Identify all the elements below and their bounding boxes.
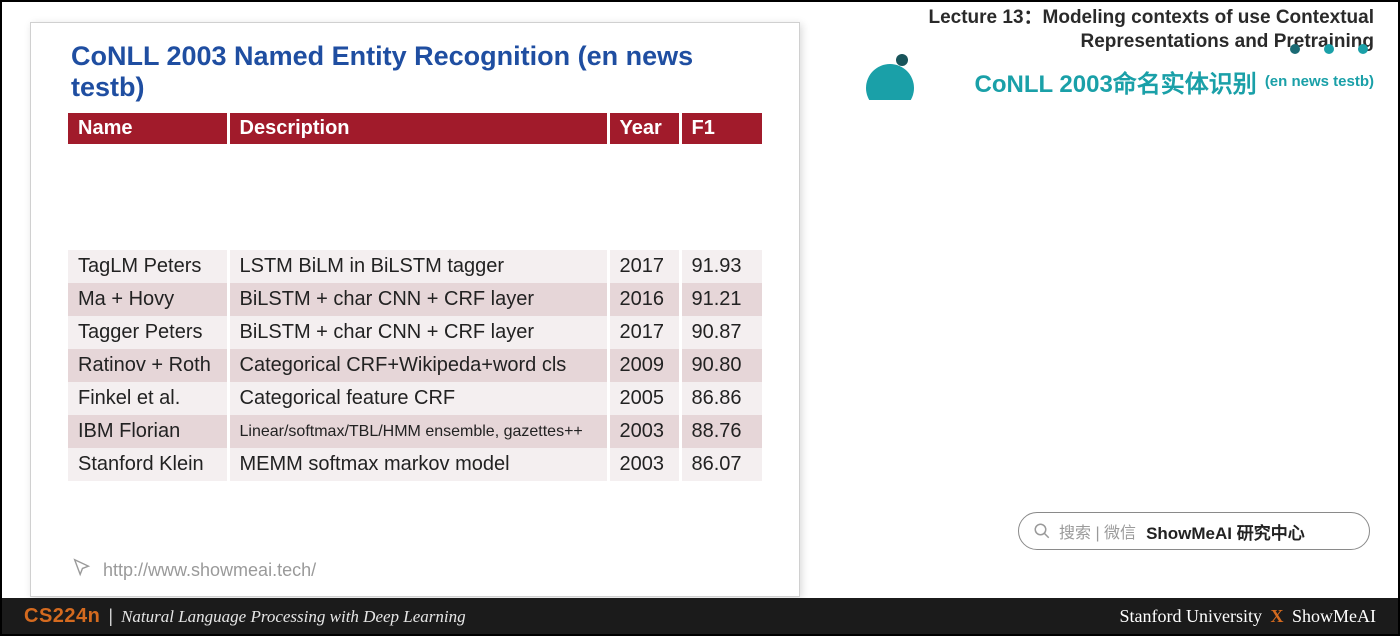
- col-desc: Description: [228, 113, 608, 144]
- cell-year: 2005: [608, 382, 680, 415]
- deco-small-circle: [896, 54, 908, 66]
- dot-icon: [1290, 44, 1300, 54]
- org-a: Stanford University: [1120, 606, 1262, 626]
- cell-name: Ma + Hovy: [68, 283, 228, 316]
- ner-table: Name Description Year F1 TagLM PetersLST…: [68, 113, 762, 481]
- table-row: Ratinov + RothCategorical CRF+Wikipeda+w…: [68, 349, 762, 382]
- cell-name: Stanford Klein: [68, 448, 228, 481]
- col-name: Name: [68, 113, 228, 144]
- dot-icon: [1324, 44, 1334, 54]
- footer-url: http://www.showmeai.tech/: [103, 560, 316, 581]
- table-gap-row: [68, 144, 762, 250]
- dot-icon: [1358, 44, 1368, 54]
- header-dots: [1290, 44, 1368, 54]
- bottom-bar: CS224n | Natural Language Processing wit…: [2, 598, 1398, 634]
- search-bold: ShowMeAI 研究中心: [1146, 519, 1305, 544]
- cell-desc: BiLSTM + char CNN + CRF layer: [228, 316, 608, 349]
- table-row: Finkel et al.Categorical feature CRF2005…: [68, 382, 762, 415]
- cell-f1: 91.21: [680, 283, 762, 316]
- cell-name: Ratinov + Roth: [68, 349, 228, 382]
- cell-desc: LSTM BiLM in BiLSTM tagger: [228, 250, 608, 283]
- table-row: Tagger PetersBiLSTM + char CNN + CRF lay…: [68, 316, 762, 349]
- cell-year: 2003: [608, 415, 680, 448]
- cell-f1: 90.87: [680, 316, 762, 349]
- cell-desc: MEMM softmax markov model: [228, 448, 608, 481]
- table-row: Ma + HovyBiLSTM + char CNN + CRF layer20…: [68, 283, 762, 316]
- search-prefix: 搜索 | 微信: [1059, 519, 1136, 543]
- cell-year: 2016: [608, 283, 680, 316]
- cell-f1: 86.86: [680, 382, 762, 415]
- cell-f1: 88.76: [680, 415, 762, 448]
- slide-title: CoNLL 2003 Named Entity Recognition (en …: [31, 41, 799, 113]
- table-row: Stanford KleinMEMM softmax markov model2…: [68, 448, 762, 481]
- cell-name: IBM Florian: [68, 415, 228, 448]
- cursor-icon: [71, 557, 93, 584]
- cell-desc: BiLSTM + char CNN + CRF layer: [228, 283, 608, 316]
- main-area: CoNLL 2003 Named Entity Recognition (en …: [2, 2, 1398, 598]
- cell-name: Finkel et al.: [68, 382, 228, 415]
- lecture-subtitle: CoNLL 2003命名实体识别 (en news testb): [844, 64, 1374, 99]
- lecture-line-1: Lecture 13：Modeling contexts of use Cont…: [844, 6, 1374, 30]
- search-pill[interactable]: 搜索 | 微信 ShowMeAI 研究中心: [1018, 512, 1370, 550]
- col-f1: F1: [680, 113, 762, 144]
- bottom-right: Stanford University X ShowMeAI: [1120, 606, 1376, 627]
- table-row: IBM FlorianLinear/softmax/TBL/HMM ensemb…: [68, 415, 762, 448]
- slide-card: CoNLL 2003 Named Entity Recognition (en …: [30, 22, 800, 597]
- course-code: CS224n: [24, 605, 100, 628]
- cell-year: 2017: [608, 316, 680, 349]
- bottom-left: CS224n | Natural Language Processing wit…: [24, 605, 466, 628]
- cell-desc: Categorical feature CRF: [228, 382, 608, 415]
- cell-desc: Linear/softmax/TBL/HMM ensemble, gazette…: [228, 415, 608, 448]
- col-year: Year: [608, 113, 680, 144]
- separator: |: [108, 606, 113, 627]
- subtitle-zh: CoNLL 2003命名实体识别: [975, 64, 1257, 99]
- table-header-row: Name Description Year F1: [68, 113, 762, 144]
- cell-name: Tagger Peters: [68, 316, 228, 349]
- cell-year: 2009: [608, 349, 680, 382]
- org-b: ShowMeAI: [1292, 606, 1376, 626]
- deco-big-circle: [866, 64, 914, 112]
- cell-year: 2017: [608, 250, 680, 283]
- subtitle-en: (en news testb): [1265, 73, 1374, 90]
- cell-year: 2003: [608, 448, 680, 481]
- cell-f1: 91.93: [680, 250, 762, 283]
- cell-desc: Categorical CRF+Wikipeda+word cls: [228, 349, 608, 382]
- slide-footer: http://www.showmeai.tech/: [71, 557, 316, 584]
- cell-name: TagLM Peters: [68, 250, 228, 283]
- course-subtitle: Natural Language Processing with Deep Le…: [121, 607, 466, 627]
- cell-f1: 90.80: [680, 349, 762, 382]
- cell-f1: 86.07: [680, 448, 762, 481]
- search-icon: [1033, 522, 1051, 540]
- header-decoration: [872, 54, 922, 104]
- org-x: X: [1271, 606, 1284, 626]
- table-row: TagLM PetersLSTM BiLM in BiLSTM tagger20…: [68, 250, 762, 283]
